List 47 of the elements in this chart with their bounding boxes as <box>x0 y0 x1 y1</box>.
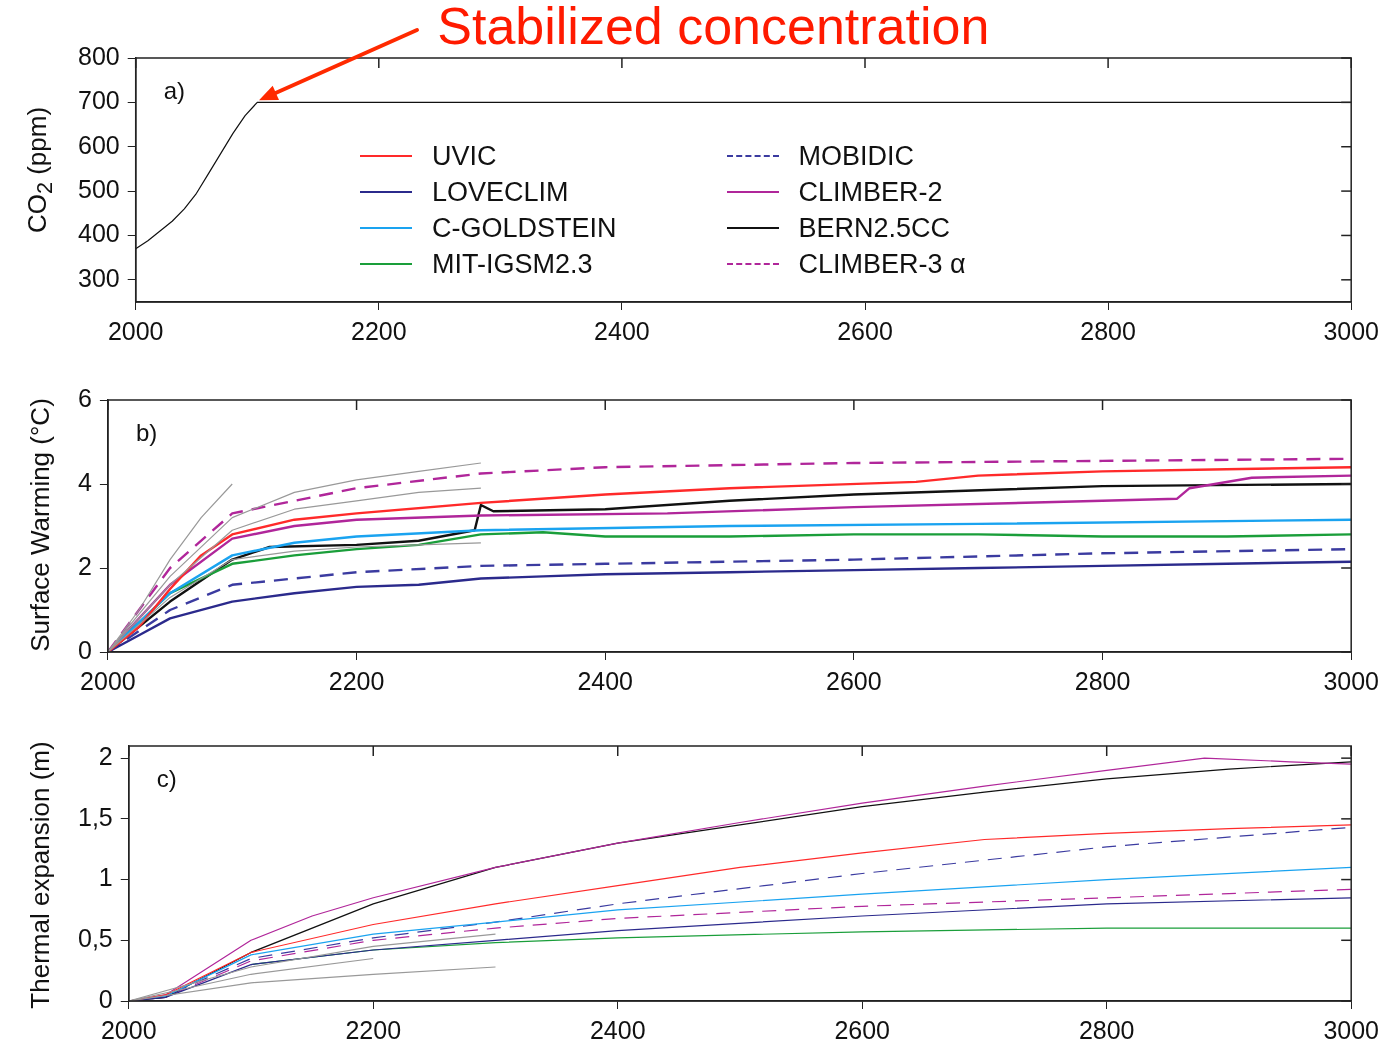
legend-label: MOBIDIC <box>798 140 915 172</box>
x-tick-label: 2400 <box>589 1015 646 1044</box>
x-tick-label: 2400 <box>594 316 650 345</box>
y-tick-label: 800 <box>77 41 120 70</box>
y-tick-label: 400 <box>77 219 120 248</box>
x-tick-label: 2800 <box>1078 1015 1135 1044</box>
x-tick-label: 2400 <box>577 666 634 695</box>
y-tick-label: 2 <box>98 742 113 771</box>
x-tick-label: 2600 <box>837 316 893 345</box>
x-tick-label: 3000 <box>1323 666 1379 695</box>
y-axis-title: Thermal expansion (m) <box>24 740 56 1009</box>
x-tick-label: 2200 <box>351 316 407 345</box>
legend-label: MIT-IGSM2.3 <box>432 248 593 280</box>
x-tick-label: 2000 <box>107 316 164 345</box>
legend-label: C-GOLDSTEIN <box>432 212 617 244</box>
y-tick-label: 6 <box>78 383 92 412</box>
y-tick-label: 600 <box>77 130 120 159</box>
y-tick-label: 0 <box>98 984 113 1013</box>
legend-label: LOVECLIM <box>432 176 569 208</box>
annotation: a) <box>163 76 186 104</box>
x-tick-label: 2200 <box>345 1015 402 1044</box>
y-tick-label: 300 <box>77 263 120 292</box>
legend-label: CLIMBER-2 <box>798 176 943 208</box>
text: Stabilized concentration <box>437 0 990 56</box>
y-axis-title: Surface Warming (°C) <box>24 398 56 652</box>
y-tick-label: 0 <box>78 635 92 664</box>
x-tick-label: 3000 <box>1323 316 1379 345</box>
x-tick-label: 2200 <box>328 666 385 695</box>
x-tick-label: 3000 <box>1323 1015 1379 1044</box>
legend-label: BERN2.5CC <box>798 212 951 244</box>
x-tick-label: 2600 <box>826 666 882 695</box>
x-tick-label: 2000 <box>80 666 136 695</box>
x-tick-label: 2800 <box>1080 316 1136 345</box>
legend-label: UVIC <box>432 140 497 172</box>
annotation: b) <box>135 418 158 446</box>
x-tick-label: 2600 <box>834 1015 891 1044</box>
y-tick-label: 4 <box>78 467 92 496</box>
y-tick-label: 1 <box>98 863 113 892</box>
y-tick-label: 500 <box>77 174 120 203</box>
y-tick-label: 2 <box>78 551 92 580</box>
y-tick-label: 700 <box>77 86 120 115</box>
annotation: c) <box>156 764 177 792</box>
y-tick-label: 0,5 <box>77 924 113 953</box>
x-tick-label: 2800 <box>1074 666 1131 695</box>
legend-label: CLIMBER-3 α <box>798 248 966 280</box>
x-tick-label: 2000 <box>100 1015 157 1044</box>
y-tick-label: 1,5 <box>77 802 113 831</box>
